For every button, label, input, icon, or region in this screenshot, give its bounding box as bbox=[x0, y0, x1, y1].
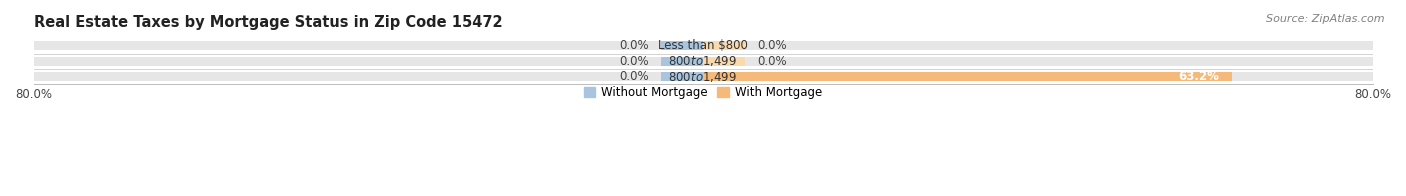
Bar bbox=[703, 57, 745, 66]
Bar bbox=[661, 72, 703, 81]
Text: 0.0%: 0.0% bbox=[758, 39, 787, 52]
Text: Less than $800: Less than $800 bbox=[658, 39, 748, 52]
Text: $800 to $1,499: $800 to $1,499 bbox=[668, 70, 738, 84]
Bar bbox=[703, 41, 745, 50]
Text: 63.2%: 63.2% bbox=[1178, 70, 1219, 83]
Bar bbox=[34, 72, 1372, 81]
Text: 0.0%: 0.0% bbox=[758, 55, 787, 68]
Text: 0.0%: 0.0% bbox=[619, 39, 648, 52]
Bar bbox=[661, 41, 703, 50]
Text: 0.0%: 0.0% bbox=[619, 55, 648, 68]
Legend: Without Mortgage, With Mortgage: Without Mortgage, With Mortgage bbox=[579, 81, 827, 104]
Text: Real Estate Taxes by Mortgage Status in Zip Code 15472: Real Estate Taxes by Mortgage Status in … bbox=[34, 15, 502, 30]
Bar bbox=[703, 72, 1232, 81]
Text: $800 to $1,499: $800 to $1,499 bbox=[668, 54, 738, 68]
Bar bbox=[34, 57, 1372, 66]
Bar bbox=[34, 41, 1372, 50]
Text: 0.0%: 0.0% bbox=[619, 70, 648, 83]
Text: Source: ZipAtlas.com: Source: ZipAtlas.com bbox=[1267, 14, 1385, 24]
Bar bbox=[661, 57, 703, 66]
